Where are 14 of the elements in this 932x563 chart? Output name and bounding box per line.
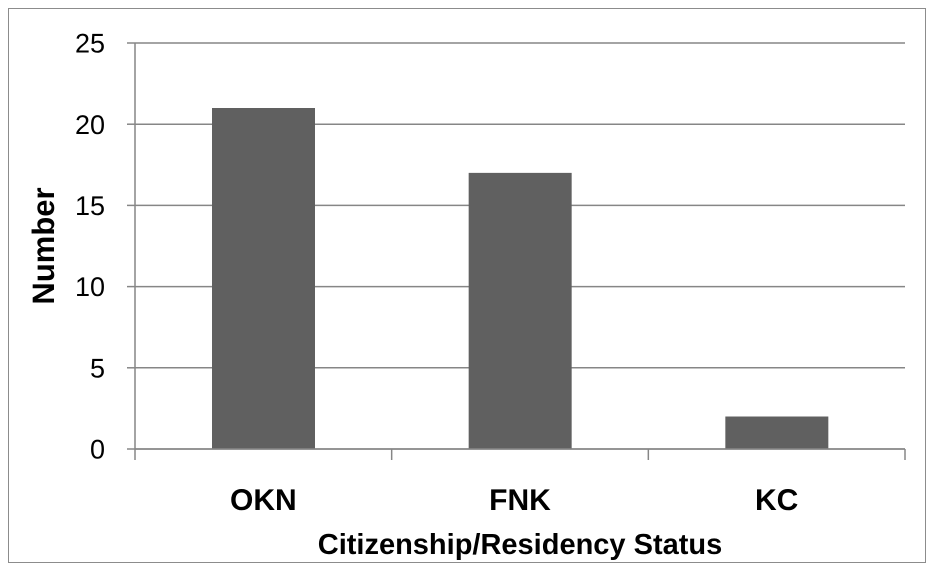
y-tick-label: 25 <box>74 28 105 59</box>
y-axis-title: Number <box>26 187 60 305</box>
y-tick-label: 5 <box>90 353 105 384</box>
y-tick-label: 15 <box>74 190 105 221</box>
bar <box>468 172 572 449</box>
bar <box>212 108 315 449</box>
x-tick-label: KC <box>754 484 798 516</box>
y-tick-label: 0 <box>90 434 105 465</box>
x-axis-title: Citizenship/Residency Status <box>318 529 722 561</box>
x-tick-label: FNK <box>489 484 552 516</box>
y-tick-label: 20 <box>74 110 105 140</box>
y-tick-label: 10 <box>74 272 105 302</box>
bar <box>725 416 828 449</box>
x-tick-label: OKN <box>230 484 297 516</box>
